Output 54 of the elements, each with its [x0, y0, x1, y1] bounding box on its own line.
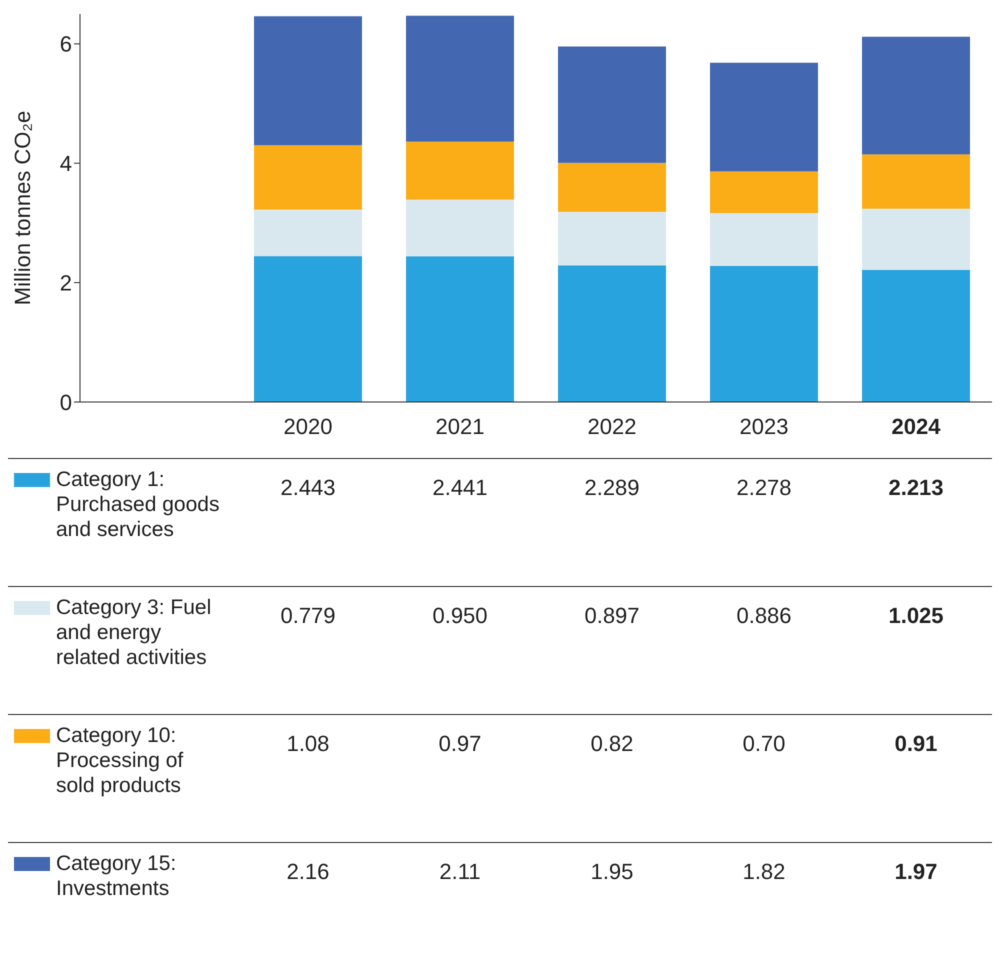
data-label: 0.91	[894, 731, 938, 757]
data-label: 1.82	[742, 859, 786, 885]
x-tick-label: 2024	[892, 414, 942, 439]
bar	[254, 210, 362, 256]
data-label: 2.443	[279, 475, 337, 501]
y-tick-label: 2	[60, 270, 72, 296]
x-tick-label: 2023	[740, 414, 788, 439]
data-label: 0.70	[742, 731, 786, 757]
data-label: 1.97	[894, 859, 938, 885]
data-label: 0.97	[438, 731, 482, 757]
data-label: 2.213	[887, 475, 945, 501]
bar	[862, 270, 970, 402]
bar	[710, 171, 818, 214]
bar	[406, 16, 514, 142]
data-label: 1.025	[887, 603, 945, 629]
bar	[558, 46, 666, 163]
bar	[254, 256, 362, 402]
legend-label: Category 10: Processing of sold products	[56, 723, 184, 798]
data-label: 2.441	[431, 475, 489, 501]
data-label: 0.897	[583, 603, 641, 629]
bar	[558, 212, 666, 266]
bar	[558, 162, 666, 212]
y-tick-label: 4	[60, 151, 72, 176]
bar	[406, 256, 514, 402]
bar	[254, 145, 362, 210]
bar	[558, 265, 666, 402]
legend-label: Category 1: Purchased goods and services	[56, 467, 220, 542]
data-label: 2.289	[583, 475, 641, 501]
x-tick-label: 2021	[436, 414, 484, 439]
data-label: 0.82	[590, 731, 634, 757]
data-label: 2.16	[286, 859, 330, 885]
bar	[406, 142, 514, 200]
data-label: 2.11	[438, 859, 482, 885]
x-tick-label: 2022	[588, 414, 636, 439]
legend-label: Category 15: Investments	[56, 851, 178, 901]
bar	[710, 62, 818, 172]
y-tick-label: 0	[60, 390, 72, 415]
bar	[710, 213, 818, 266]
data-label: 1.08	[286, 731, 330, 757]
y-axis-title: Million tonnes CO₂e	[10, 110, 35, 306]
data-label: 1.95	[590, 859, 634, 885]
bar	[862, 208, 970, 270]
legend-label: Category 3: Fuel and energy related activities	[56, 595, 212, 670]
data-label: 2.278	[735, 475, 793, 501]
data-label: 0.886	[735, 603, 793, 629]
bar	[862, 36, 970, 154]
x-tick-label: 2020	[284, 414, 332, 439]
y-tick-label: 6	[60, 32, 72, 57]
data-label: 0.779	[279, 603, 337, 629]
bar	[710, 266, 818, 402]
data-label: 0.950	[431, 603, 489, 629]
bar	[406, 200, 514, 256]
bar	[254, 16, 362, 146]
bar	[862, 154, 970, 209]
